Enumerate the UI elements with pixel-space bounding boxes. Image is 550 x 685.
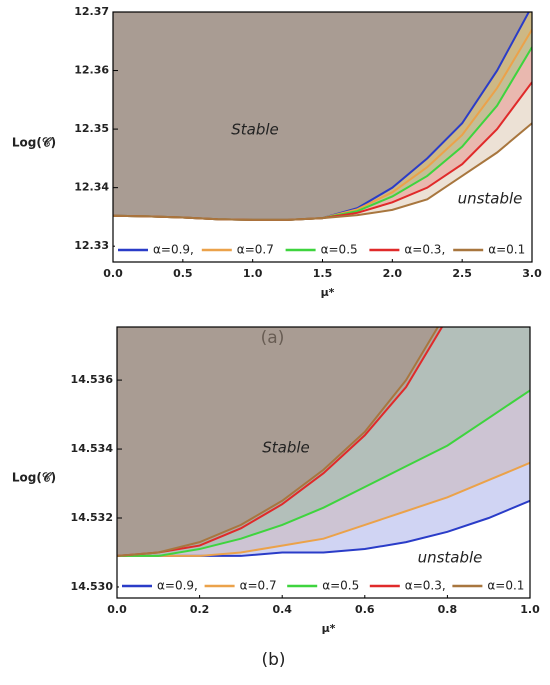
y-tick-label: 14.532: [71, 511, 113, 524]
stable-area: [117, 327, 530, 556]
stable-area: [113, 12, 532, 220]
caption: (b): [261, 650, 285, 670]
series-line: [117, 461, 530, 557]
series-line: [117, 327, 444, 557]
x-tick-label: 0.0: [103, 267, 123, 280]
x-axis-label: μ*: [322, 622, 336, 635]
series-line: [117, 327, 440, 557]
y-axis-label: Log(𝒞): [12, 136, 56, 150]
legend-label: α=0.9,: [157, 579, 198, 593]
stable-area: [117, 327, 530, 556]
stable-area: [117, 327, 530, 556]
y-tick-label: 14.536: [71, 373, 114, 386]
y-tick-label: 14.534: [71, 442, 114, 455]
y-axis-label: Log(𝒞): [12, 471, 56, 485]
x-tick-label: 1.0: [520, 603, 540, 616]
x-axis-label: μ*: [321, 286, 335, 299]
x-tick-label: 1.5: [313, 267, 333, 280]
legend-bg: [115, 241, 530, 259]
legend-bg: [119, 577, 528, 595]
legend-label: α=0.3,: [404, 243, 445, 257]
x-tick-label: 0.2: [190, 603, 210, 616]
x-tick-label: 0.6: [355, 603, 375, 616]
x-tick-label: 2.0: [383, 267, 403, 280]
y-tick-label: 12.35: [74, 122, 109, 135]
legend-label: α=0.5: [322, 579, 359, 593]
caption: (a): [261, 328, 285, 348]
stable-area: [117, 327, 530, 556]
legend-label: α=0.1: [488, 243, 525, 257]
plot-area: [117, 327, 530, 557]
x-tick-label: 1.0: [243, 267, 263, 280]
legend-label: α=0.1: [487, 579, 524, 593]
plot-area: [113, 12, 532, 221]
annotation: unstable: [458, 190, 523, 208]
x-tick-label: 0.4: [272, 603, 292, 616]
y-tick-label: 12.33: [74, 239, 109, 252]
x-tick-label: 0.0: [107, 603, 127, 616]
y-tick-label: 14.530: [71, 580, 114, 593]
legend-label: α=0.9,: [153, 243, 194, 257]
annotation: Stable: [262, 439, 310, 457]
stable-area: [113, 12, 532, 220]
legend-label: α=0.5: [321, 243, 358, 257]
legend-label: α=0.7: [237, 243, 274, 257]
legend-label: α=0.3,: [405, 579, 446, 593]
y-tick-label: 12.34: [74, 181, 109, 194]
x-tick-label: 3.0: [522, 267, 542, 280]
series-line: [117, 389, 530, 557]
x-tick-label: 0.8: [438, 603, 458, 616]
annotation: Stable: [231, 121, 279, 139]
legend-label: α=0.7: [240, 579, 277, 593]
x-tick-label: 2.5: [452, 267, 472, 280]
x-tick-label: 0.5: [173, 267, 193, 280]
series-line: [113, 122, 532, 221]
y-tick-label: 12.37: [74, 5, 109, 18]
stable-area: [117, 327, 530, 556]
y-tick-label: 12.36: [74, 64, 109, 77]
plot-frame: [116, 326, 531, 599]
annotation: unstable: [418, 549, 483, 567]
